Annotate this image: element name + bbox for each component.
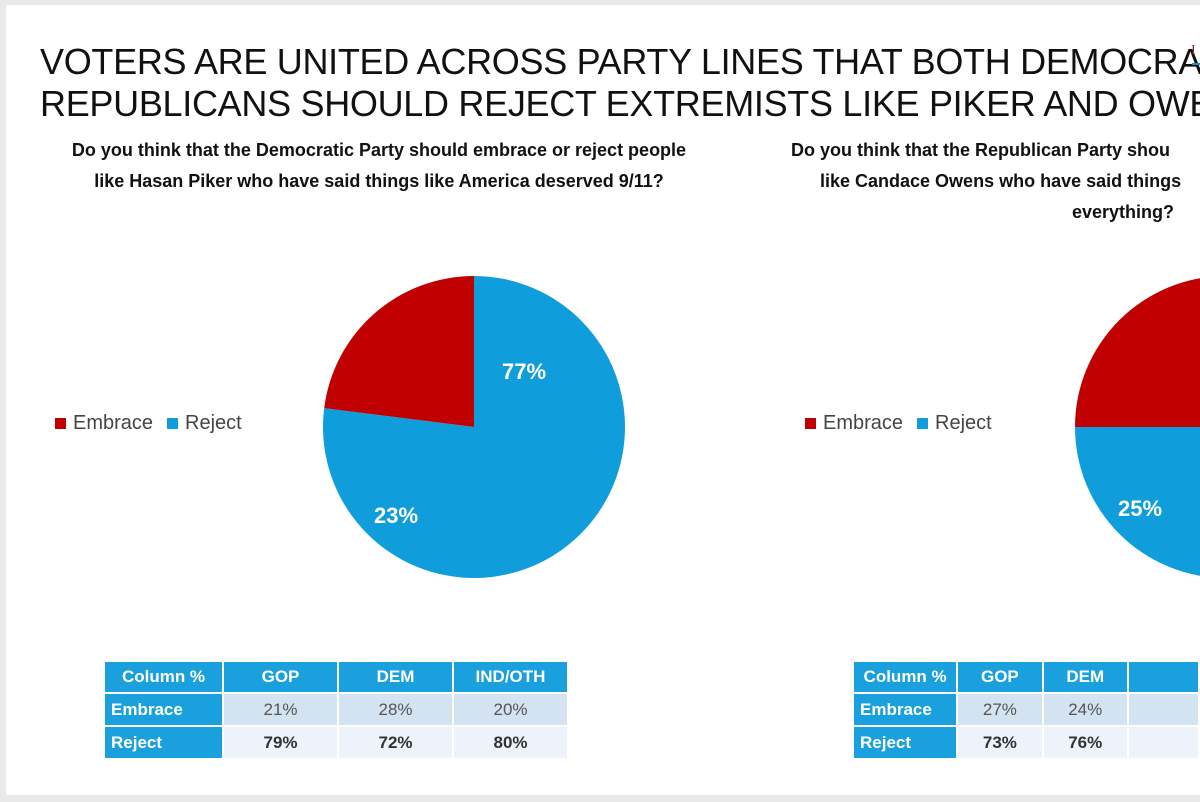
table-cell: 27% <box>958 694 1042 727</box>
table-row: Embrace 27% 24% <box>854 694 1198 727</box>
table-cell-cropped <box>1128 727 1198 760</box>
table-row: Reject 79% 72% 80% <box>105 727 567 760</box>
table-header-cell: DEM <box>339 662 452 694</box>
table-header-row: Column % GOP DEM <box>854 662 1198 694</box>
table-cell: 80% <box>454 727 567 760</box>
table-header-cell: Column % <box>854 662 957 694</box>
right-question-line-3: everything? <box>1072 202 1175 222</box>
embrace-swatch <box>805 418 816 429</box>
legend-item-embrace: Embrace <box>55 412 153 435</box>
table-cell: 73% <box>958 727 1042 760</box>
logo-fragment: I <box>1191 43 1196 58</box>
legend-label-reject: Reject <box>935 412 992 434</box>
table-row: Reject 73% 76% <box>854 727 1198 760</box>
table-cell: 21% <box>224 694 337 727</box>
pie-slice-embrace <box>1075 278 1200 427</box>
right-question: Do you think that the Republican Party s… <box>606 135 1200 228</box>
table-cell-cropped <box>1128 694 1198 727</box>
table-cell: 20% <box>454 694 567 727</box>
row-label: Embrace <box>854 694 957 727</box>
row-label: Reject <box>105 727 222 760</box>
table-cell: 72% <box>339 727 452 760</box>
table-header-cell: DEM <box>1043 662 1127 694</box>
table-header-cell: Column % <box>105 662 222 694</box>
pie-slice-reject <box>322 276 625 579</box>
table-header-row: Column % GOP DEM IND/OTH <box>105 662 567 694</box>
right-crosstab-table: Column % GOP DEM Embrace 27% 24% Reject … <box>852 662 1200 760</box>
legend-label-embrace: Embrace <box>823 412 904 434</box>
table-header-cell-cropped <box>1128 662 1198 694</box>
reject-swatch <box>917 418 929 429</box>
table-cell: 76% <box>1043 727 1127 760</box>
slide: VOTERS ARE UNITED ACROSS PARTY LINES THA… <box>6 5 1200 795</box>
table-cell: 28% <box>339 694 452 727</box>
pie-slice-reject <box>1075 427 1200 576</box>
title-line-2: REPUBLICANS SHOULD REJECT EXTREMISTS LIK… <box>40 83 1200 124</box>
pie-data-label-embrace: 23% <box>374 503 418 528</box>
logo-accent <box>1192 63 1200 71</box>
row-label: Embrace <box>105 694 222 727</box>
legend-item-embrace: Embrace <box>805 412 903 435</box>
right-question-line-2: like Candace Owens who have said things <box>820 171 1182 191</box>
table-header-cell: IND/OTH <box>454 662 567 694</box>
legend-label-reject: Reject <box>185 412 242 434</box>
slide-title: VOTERS ARE UNITED ACROSS PARTY LINES THA… <box>40 41 1200 125</box>
right-question-line-1: Do you think that the Republican Party s… <box>791 140 1171 160</box>
left-question-line-2: like Hasan Piker who have said things li… <box>94 171 664 191</box>
legend-item-reject: Reject <box>917 412 992 435</box>
reject-swatch <box>167 418 179 429</box>
left-question-line-1: Do you think that the Democratic Party s… <box>71 140 687 160</box>
legend-item-reject: Reject <box>167 412 242 435</box>
pie-data-label-embrace: 25% <box>1118 496 1162 521</box>
legend-label-embrace: Embrace <box>73 412 154 434</box>
table-row: Embrace 21% 28% 20% <box>105 694 567 727</box>
left-crosstab-table: Column % GOP DEM IND/OTH Embrace 21% 28%… <box>103 662 569 760</box>
left-question: Do you think that the Democratic Party s… <box>6 135 752 197</box>
pie-slice-embrace <box>324 276 474 427</box>
title-line-1: VOTERS ARE UNITED ACROSS PARTY LINES THA… <box>40 41 1200 82</box>
right-legend: Embrace Reject <box>805 412 1006 435</box>
left-legend: Embrace Reject <box>55 412 256 435</box>
embrace-swatch <box>55 418 66 429</box>
table-cell: 79% <box>224 727 337 760</box>
row-label: Reject <box>854 727 957 760</box>
table-header-cell: GOP <box>958 662 1042 694</box>
pie-data-label-reject: 77% <box>502 359 546 384</box>
table-cell: 24% <box>1043 694 1127 727</box>
table-header-cell: GOP <box>224 662 337 694</box>
